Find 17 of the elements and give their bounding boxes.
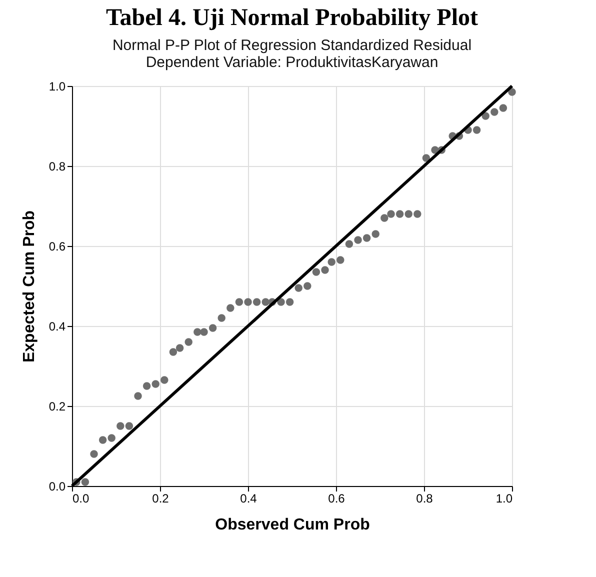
x-tick-label: 0.8	[416, 492, 434, 506]
x-tick-label: 0.2	[152, 492, 170, 506]
y-axis-title: Expected Cum Prob	[20, 210, 38, 363]
chart-title: Tabel 4. Uji Normal Probability Plot	[106, 5, 478, 31]
y-tick-label: 0.4	[48, 320, 66, 334]
y-tick-label: 0.0	[48, 480, 66, 494]
x-axis-title: Observed Cum Prob	[215, 516, 370, 534]
x-tick-label: 0.6	[328, 492, 346, 506]
text: Normal P-P Plot of Regression Standardized Residual	[112, 37, 472, 54]
y-tick-label: 1.0	[48, 80, 66, 94]
y-tick-label: 0.2	[48, 400, 66, 414]
x-tick-label: 1.0	[496, 492, 513, 506]
y-tick-label: 0.8	[48, 160, 66, 174]
x-tick-label: 0.4	[240, 492, 258, 506]
text: Dependent Variable: ProduktivitasKaryawan	[146, 54, 438, 71]
y-tick-label: 0.6	[48, 240, 66, 254]
x-tick-label: 0.0	[72, 492, 90, 506]
